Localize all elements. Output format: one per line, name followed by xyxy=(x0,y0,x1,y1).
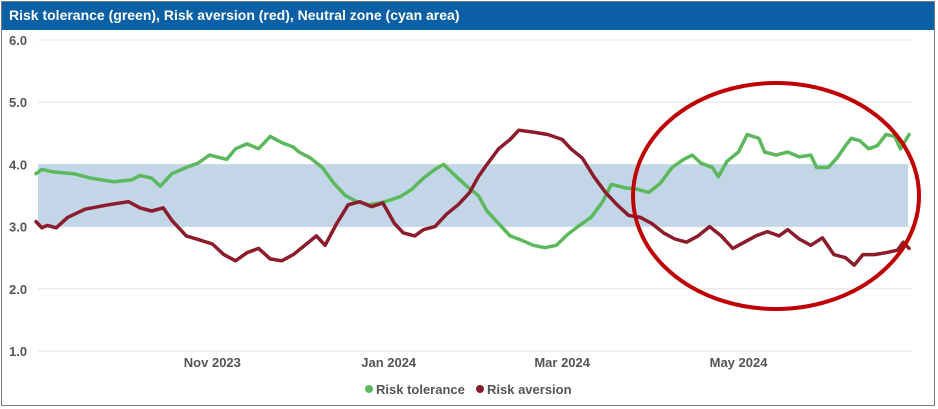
legend-label: Risk aversion xyxy=(487,382,572,397)
y-tick-label: 5.0 xyxy=(9,95,27,110)
neutral-zone-area xyxy=(38,164,908,227)
y-tick-label: 4.0 xyxy=(9,157,27,172)
y-tick-label: 2.0 xyxy=(9,282,27,297)
x-tick-label: Nov 2023 xyxy=(184,355,241,370)
y-axis-ticks: 6.0 5.0 4.0 3.0 2.0 1.0 xyxy=(9,33,27,359)
x-tick-label: May 2024 xyxy=(710,355,769,370)
highlight-annotation-ellipse xyxy=(631,81,921,311)
chart-title: Risk tolerance (green), Risk aversion (r… xyxy=(9,7,460,23)
x-tick-label: Mar 2024 xyxy=(534,355,590,370)
legend-marker xyxy=(476,385,484,393)
y-tick-label: 1.0 xyxy=(9,344,27,359)
legend-label: Risk tolerance xyxy=(376,382,465,397)
legend-marker xyxy=(365,385,373,393)
series-line-risk-aversion xyxy=(34,128,911,267)
x-tick-label: Jan 2024 xyxy=(361,355,417,370)
x-axis-ticks: Nov 2023 Jan 2024 Mar 2024 May 2024 xyxy=(184,355,768,370)
chart-title-bar: Risk tolerance (green), Risk aversion (r… xyxy=(2,2,934,30)
series-line-risk-tolerance xyxy=(34,132,911,250)
y-tick-label: 6.0 xyxy=(9,33,27,48)
y-tick-label: 3.0 xyxy=(9,220,27,235)
legend: Risk tolerance Risk aversion xyxy=(365,382,572,397)
series-lines xyxy=(34,128,911,267)
